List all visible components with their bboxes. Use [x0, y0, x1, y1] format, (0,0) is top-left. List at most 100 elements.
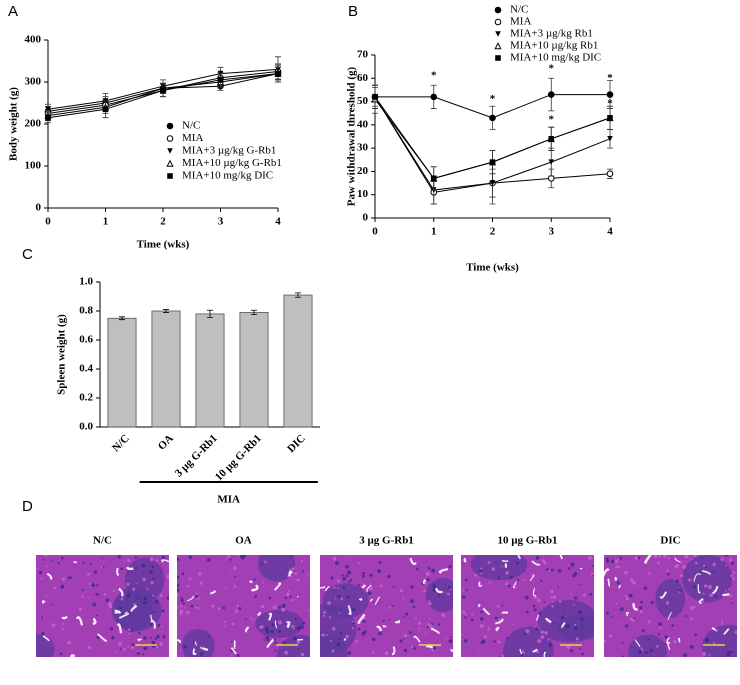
cell [180, 650, 183, 652]
cell [362, 571, 366, 575]
cell [446, 592, 450, 596]
cell [675, 579, 679, 583]
cell [562, 612, 566, 615]
cell [150, 580, 154, 585]
cell [260, 563, 263, 566]
cell [567, 566, 571, 570]
cell [177, 575, 180, 579]
cell [328, 616, 332, 619]
cell [233, 585, 237, 588]
cell [403, 615, 406, 618]
cell [152, 594, 155, 597]
cell [544, 631, 549, 635]
sinus [347, 605, 352, 616]
error-bar [295, 292, 301, 298]
cell [338, 637, 342, 640]
cell [678, 590, 681, 594]
sinus [618, 584, 622, 589]
cell [230, 649, 233, 652]
sinus [46, 572, 53, 580]
cell [264, 560, 267, 564]
cell [300, 625, 305, 629]
cell [706, 637, 709, 640]
cell [160, 625, 164, 628]
cell [684, 555, 689, 559]
cell [296, 578, 300, 582]
cell [89, 563, 93, 566]
cell [647, 620, 651, 624]
cell [721, 620, 723, 622]
cell [450, 636, 452, 638]
cell [45, 565, 48, 567]
cell [611, 615, 613, 618]
cell [357, 584, 361, 587]
cell [274, 649, 277, 652]
sinus [42, 635, 50, 642]
bar [151, 310, 181, 428]
legend-marker [494, 6, 502, 14]
cell [352, 622, 354, 625]
cell [339, 631, 343, 635]
cell [566, 645, 571, 649]
cell [411, 645, 414, 649]
cell [190, 604, 194, 608]
cell [501, 604, 504, 607]
sinus [529, 574, 535, 582]
cell [491, 567, 496, 571]
cell [378, 631, 382, 636]
cell [559, 600, 562, 604]
sinus [251, 584, 259, 592]
image-label: DIC [660, 535, 680, 547]
cell [552, 622, 555, 625]
cell [432, 584, 436, 588]
y-tick-label: 0.4 [79, 363, 93, 375]
y-tick-label: 0.6 [79, 334, 93, 346]
cell [161, 555, 166, 560]
legend-label: MIA+10 mg/kg DIC [510, 52, 601, 64]
sinus [343, 638, 347, 641]
sinus [722, 593, 730, 596]
sinus [130, 604, 138, 612]
legend-marker [495, 55, 501, 61]
panel-letter: B [348, 3, 358, 20]
cell [88, 582, 92, 586]
sinus [366, 584, 372, 592]
sinus [249, 580, 253, 584]
cell [186, 584, 189, 588]
sinus [114, 609, 122, 615]
cell [404, 612, 409, 616]
cell [392, 585, 395, 588]
x-tick-label: 2 [490, 226, 496, 238]
cell [342, 576, 347, 581]
cell [479, 624, 483, 628]
cell [330, 576, 334, 580]
sinus [517, 555, 521, 560]
sinus [296, 595, 299, 598]
error-bar [119, 316, 125, 321]
y-tick-label: 1.0 [79, 276, 93, 288]
cell [414, 617, 418, 620]
cell [637, 556, 641, 560]
cell [592, 564, 594, 567]
cell [159, 641, 164, 646]
cell [188, 577, 192, 581]
bar [283, 294, 313, 428]
cell [543, 601, 546, 604]
marker [489, 114, 496, 122]
sinus [125, 566, 134, 571]
cell [412, 605, 416, 609]
cell [403, 637, 406, 640]
sinus [75, 616, 84, 626]
cell [569, 649, 573, 653]
cell [70, 576, 73, 579]
cell [265, 636, 268, 639]
cell [120, 597, 124, 601]
cell [154, 599, 159, 604]
cell [130, 569, 133, 572]
sinus [409, 557, 417, 565]
cell [403, 634, 408, 638]
cell [224, 625, 227, 628]
cell [92, 602, 97, 607]
cell [238, 555, 240, 557]
cell [499, 616, 501, 619]
